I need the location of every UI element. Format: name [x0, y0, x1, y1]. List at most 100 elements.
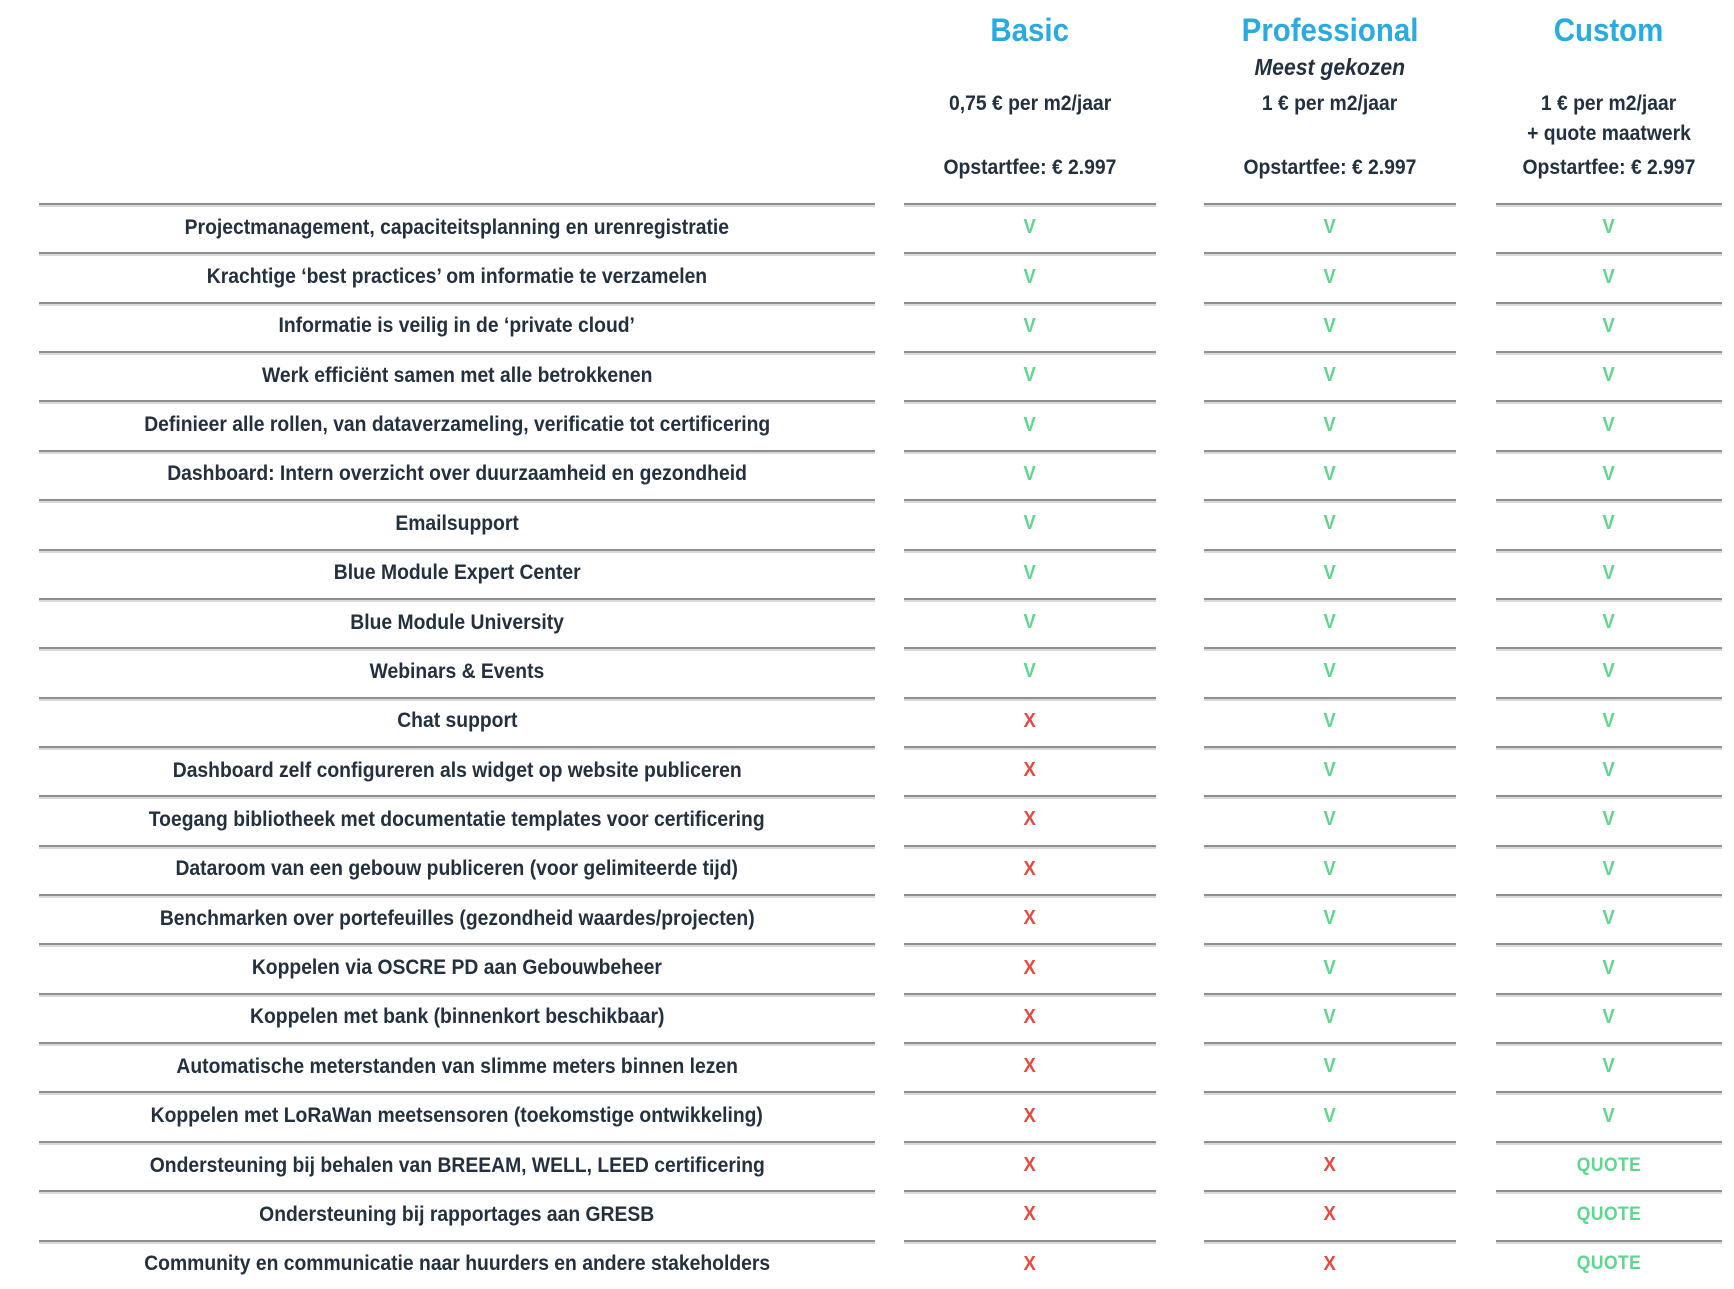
feature-row: Informatie is veilig in de ‘private clou… [39, 301, 1722, 351]
plan-name-custom: Custom [1554, 12, 1664, 48]
cross-mark: X [1023, 709, 1037, 732]
feature-label: Blue Module Expert Center [39, 548, 875, 598]
feature-row: Webinars & Events V V V [39, 647, 1722, 696]
feature-mark-custom: QUOTE [1496, 1140, 1722, 1190]
feature-label-text: Toegang bibliotheek met documentatie tem… [149, 807, 765, 831]
plan-fee-basic: Opstartfee: € 2.997 [943, 156, 1117, 179]
feature-mark-professional: X [1204, 1140, 1456, 1190]
cross-mark: X [1023, 1252, 1037, 1275]
feature-row: Chat support X V V [39, 696, 1722, 746]
check-mark: V [1323, 808, 1337, 831]
feature-mark-professional: V [1204, 795, 1456, 844]
feature-mark-professional: V [1204, 400, 1456, 449]
check-mark: V [1023, 660, 1037, 683]
feature-label: Koppelen via OSCRE PD aan Gebouwbeheer [39, 943, 875, 992]
feature-mark-custom: V [1496, 449, 1722, 499]
feature-label: Ondersteuning bij behalen van BREEAM, WE… [39, 1140, 875, 1190]
quote-mark: QUOTE [1576, 1203, 1642, 1225]
feature-mark-custom: V [1496, 894, 1722, 943]
feature-row: Automatische meterstanden van slimme met… [39, 1042, 1722, 1091]
check-mark: V [1023, 611, 1037, 634]
feature-row: Dataroom van een gebouw publiceren (voor… [39, 844, 1722, 894]
feature-mark-custom: QUOTE [1496, 1190, 1722, 1239]
feature-row: Werk efficiënt samen met alle betrokkene… [39, 351, 1722, 400]
feature-mark-professional: V [1204, 1091, 1456, 1140]
feature-row: Koppelen via OSCRE PD aan Gebouwbeheer X V… [39, 943, 1722, 992]
feature-mark-professional: V [1204, 597, 1456, 647]
feature-mark-basic: V [904, 647, 1156, 696]
cross-mark: X [1023, 1203, 1037, 1226]
feature-mark-professional: V [1204, 696, 1456, 746]
check-mark: V [1323, 512, 1337, 535]
plan-price-extra: + quote maatwerk [1527, 122, 1691, 145]
feature-mark-professional: X [1204, 1190, 1456, 1239]
check-mark: V [1323, 364, 1337, 387]
feature-mark-custom: V [1496, 301, 1722, 351]
feature-mark-basic: X [904, 696, 1156, 746]
check-mark: V [1602, 660, 1616, 683]
feature-label: Krachtige ‘best practices’ om informatie… [39, 252, 875, 301]
plan-price: 1 € per m2/jaar [1541, 92, 1677, 115]
feature-mark-professional: V [1204, 647, 1456, 696]
check-mark: V [1602, 907, 1616, 930]
feature-label-text: Projectmanagement, capaciteitsplanning e… [184, 215, 730, 239]
feature-mark-professional: V [1204, 548, 1456, 598]
plan-prices-custom: 1 € per m2/jaar + quote maatwerk [1496, 89, 1722, 149]
quote-mark: QUOTE [1576, 1154, 1642, 1176]
feature-label-text: Krachtige ‘best practices’ om informatie… [206, 265, 708, 289]
feature-row: Dashboard zelf configureren als widget o… [39, 745, 1722, 795]
cross-mark: X [1023, 759, 1037, 782]
feature-label-text: Koppelen met LoRaWan meetsensoren (toeko… [150, 1104, 764, 1128]
feature-mark-custom: V [1496, 1091, 1722, 1140]
feature-label: Dashboard zelf configureren als widget o… [39, 745, 875, 795]
feature-label-text: Chat support [396, 709, 518, 733]
feature-label: Toegang bibliotheek met documentatie tem… [39, 795, 875, 844]
check-mark: V [1602, 413, 1616, 436]
feature-mark-basic: V [904, 499, 1156, 548]
feature-mark-basic: X [904, 992, 1156, 1042]
feature-mark-custom: QUOTE [1496, 1239, 1722, 1289]
feature-mark-basic: X [904, 1239, 1156, 1289]
plan-name-professional: Professional [1241, 12, 1419, 48]
feature-row: Koppelen met LoRaWan meetsensoren (toeko… [39, 1091, 1722, 1140]
check-mark: V [1602, 759, 1616, 782]
check-mark: V [1323, 216, 1337, 239]
cross-mark: X [1323, 1203, 1337, 1226]
check-mark: V [1602, 512, 1616, 535]
feature-label: Automatische meterstanden van slimme met… [39, 1042, 875, 1091]
feature-mark-custom: V [1496, 203, 1722, 252]
feature-label-text: Werk efficiënt samen met alle betrokkene… [261, 363, 653, 387]
plan-tagline-professional: Meest gekozen [1254, 54, 1406, 80]
feature-mark-professional: V [1204, 943, 1456, 992]
check-mark: V [1602, 1005, 1616, 1028]
feature-mark-professional: X [1204, 1239, 1456, 1289]
plan-prices-professional: 1 € per m2/jaar [1204, 89, 1456, 119]
feature-row: Emailsupport V V V [39, 499, 1722, 548]
check-mark: V [1602, 561, 1616, 584]
cross-mark: X [1023, 808, 1037, 831]
check-mark: V [1323, 265, 1337, 288]
plan-name-basic: Basic [990, 12, 1070, 48]
feature-mark-custom: V [1496, 499, 1722, 548]
feature-mark-basic: V [904, 400, 1156, 449]
feature-mark-basic: V [904, 548, 1156, 598]
check-mark: V [1323, 462, 1337, 485]
check-mark: V [1023, 413, 1037, 436]
feature-row: Benchmarken over portefeuilles (gezondhe… [39, 894, 1722, 943]
feature-mark-custom: V [1496, 597, 1722, 647]
feature-mark-custom: V [1496, 795, 1722, 844]
cross-mark: X [1023, 1055, 1037, 1078]
check-mark: V [1602, 216, 1616, 239]
feature-mark-professional: V [1204, 745, 1456, 795]
feature-mark-basic: X [904, 1190, 1156, 1239]
check-mark: V [1323, 1005, 1337, 1028]
feature-mark-custom: V [1496, 252, 1722, 301]
feature-mark-basic: X [904, 894, 1156, 943]
feature-label-text: Informatie is veilig in de ‘private clou… [278, 314, 636, 338]
check-mark: V [1323, 1104, 1337, 1127]
feature-row: Blue Module University V V V [39, 597, 1722, 647]
feature-label: Koppelen met LoRaWan meetsensoren (toeko… [39, 1091, 875, 1140]
feature-mark-professional: V [1204, 499, 1456, 548]
feature-label-text: Definieer alle rollen, van dataverzameli… [143, 413, 770, 437]
feature-label-text: Dashboard: Intern overzicht over duurzaa… [167, 462, 747, 486]
